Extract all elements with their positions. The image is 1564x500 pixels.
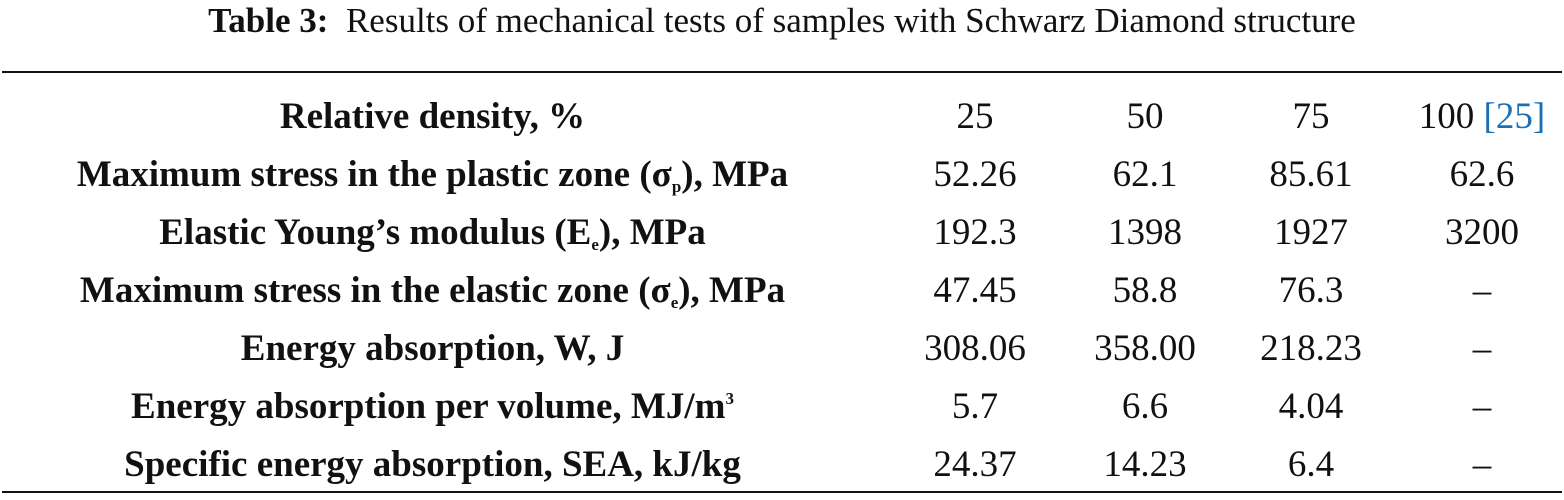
results-table: Relative density, % 25 50 75 100 [25] Ma… [0,88,1564,494]
table-cell: 6.6 [1121,386,1169,427]
table-cell: – [1472,328,1492,369]
table-cell: 358.00 [1094,328,1196,369]
table-cell: 192.3 [933,212,1017,253]
caption-label: Table 3: [208,1,329,40]
table-cell: 85.61 [1269,154,1353,195]
table-row: Energy absorption, W, J 308.06 358.00 21… [0,320,1564,378]
header-col-75: 75 [1292,96,1330,137]
table-row: Maximum stress in the plastic zone (σp),… [0,146,1564,204]
header-col-100: 100 [25] [1418,96,1546,137]
bottom-rule [2,491,1562,493]
table-cell: 24.37 [933,444,1017,485]
table-cell: 62.1 [1112,154,1178,195]
table-cell: 58.8 [1112,270,1178,311]
header-col-50: 50 [1126,96,1164,137]
table-caption: Table 3: Results of mechanical tests of … [0,0,1564,50]
row-label: Energy absorption per volume, MJ/m3 [131,386,734,427]
table-cell: – [1472,270,1492,311]
row-label: Maximum stress in the plastic zone (σp),… [76,154,789,196]
table-cell: 308.06 [924,328,1026,369]
table-cell: 62.6 [1449,154,1515,195]
table-cell: 6.4 [1287,444,1335,485]
table-cell: 5.7 [951,386,999,427]
table-cell: – [1472,386,1492,427]
table-cell: 1927 [1274,212,1348,253]
header-row: Relative density, % 25 50 75 100 [25] [0,88,1564,146]
table-cell: 4.04 [1278,386,1344,427]
header-col-25: 25 [956,96,994,137]
table-cell: 14.23 [1103,444,1187,485]
table-cell: 3200 [1445,212,1519,253]
header-label: Relative density, % [279,96,586,137]
table-cell: 218.23 [1260,328,1362,369]
table-cell: 76.3 [1278,270,1344,311]
table-cell: 1398 [1108,212,1182,253]
row-label: Specific energy absorption, SEA, kJ/kg [124,444,741,485]
table-cell: – [1472,444,1492,485]
caption-text: Results of mechanical tests of samples w… [345,1,1356,40]
table-cell: 52.26 [933,154,1017,195]
row-label: Maximum stress in the elastic zone (σe),… [79,270,786,312]
table-row: Maximum stress in the elastic zone (σe),… [0,262,1564,320]
table-row: Specific energy absorption, SEA, kJ/kg 2… [0,436,1564,494]
citation-link[interactable]: 25 [1495,96,1533,137]
row-label: Energy absorption, W, J [240,328,625,369]
top-rule [2,71,1562,73]
table-row: Elastic Young’s modulus (Ee), MPa 192.3 … [0,204,1564,262]
table-row: Energy absorption per volume, MJ/m3 5.7 … [0,378,1564,436]
row-label: Elastic Young’s modulus (Ee), MPa [159,212,706,254]
table-cell: 47.45 [933,270,1017,311]
